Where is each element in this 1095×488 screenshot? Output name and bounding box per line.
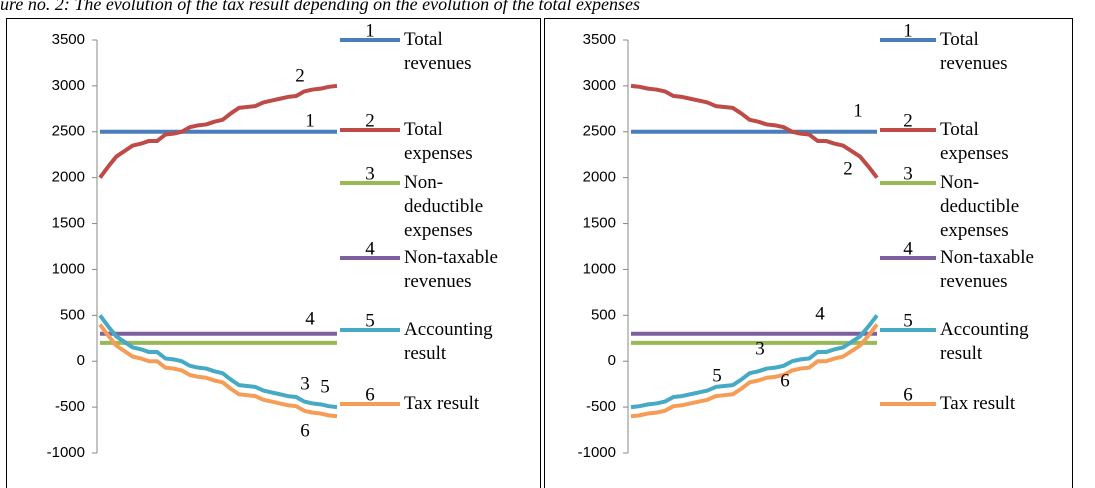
legend-number: 1 bbox=[903, 20, 913, 41]
y-tick-label: 3500 bbox=[52, 31, 85, 48]
y-tick-label: 1500 bbox=[52, 215, 85, 232]
line-number: 1 bbox=[853, 100, 863, 121]
right-panel bbox=[544, 18, 1073, 488]
y-tick-label: -1000 bbox=[47, 444, 85, 461]
y-tick-label: 1500 bbox=[583, 215, 616, 232]
line-number: 4 bbox=[815, 303, 825, 324]
y-tick-label: 0 bbox=[77, 352, 85, 369]
series-line bbox=[98, 314, 338, 410]
legend-number: 4 bbox=[365, 238, 375, 259]
line-number: 6 bbox=[300, 420, 310, 441]
line-number: 4 bbox=[305, 308, 315, 329]
y-tick-label: 3000 bbox=[52, 77, 85, 94]
line-number: 5 bbox=[320, 376, 330, 397]
series-line bbox=[98, 83, 338, 179]
legend-label: Accounting result bbox=[940, 319, 1029, 364]
legend-label: Accounting result bbox=[404, 319, 493, 364]
legend-label: Non-taxable revenues bbox=[940, 247, 1034, 292]
y-tick-label: 2000 bbox=[52, 169, 85, 186]
y-tick-label: 2500 bbox=[52, 123, 85, 140]
y-tick-label: 1000 bbox=[583, 260, 616, 277]
legend-label: Tax result bbox=[940, 393, 1016, 414]
legend-number: 6 bbox=[365, 384, 375, 405]
y-tick-label: 2000 bbox=[583, 169, 616, 186]
y-tick-label: 1000 bbox=[52, 260, 85, 277]
y-tick-label: 3000 bbox=[583, 77, 616, 94]
left-panel bbox=[6, 18, 541, 488]
legend-label: Non-deductible expenses bbox=[404, 172, 484, 241]
legend-label: Total revenues bbox=[940, 29, 1008, 74]
legend-label: Non-taxable revenues bbox=[404, 247, 498, 292]
y-tick-label: -1000 bbox=[578, 444, 616, 461]
line-number: 6 bbox=[780, 370, 790, 391]
legend-number: 3 bbox=[903, 163, 913, 184]
line-number: 5 bbox=[712, 365, 722, 386]
legend-number: 3 bbox=[365, 163, 375, 184]
legend-label: Total expenses bbox=[940, 119, 1009, 164]
legend-label: Total revenues bbox=[404, 29, 472, 74]
line-number: 2 bbox=[843, 158, 853, 179]
series-line bbox=[630, 314, 879, 410]
legend-number: 2 bbox=[365, 110, 375, 131]
y-tick-label: 3500 bbox=[583, 31, 616, 48]
legend-label: Total expenses bbox=[404, 119, 473, 164]
y-tick-label: -500 bbox=[55, 398, 85, 415]
series-line bbox=[630, 83, 879, 179]
line-number: 3 bbox=[755, 338, 765, 359]
y-tick-label: -500 bbox=[586, 398, 616, 415]
legend-number: 2 bbox=[903, 110, 913, 131]
series-line bbox=[630, 323, 879, 419]
y-tick-label: 0 bbox=[608, 352, 616, 369]
legend-label: Non-deductible expenses bbox=[940, 172, 1020, 241]
line-number: 2 bbox=[295, 65, 305, 86]
line-number: 3 bbox=[300, 373, 310, 394]
line-number: 1 bbox=[305, 110, 315, 131]
y-tick-label: 500 bbox=[591, 306, 616, 323]
legend-number: 1 bbox=[365, 20, 375, 41]
legend-number: 5 bbox=[365, 310, 375, 331]
series-line bbox=[98, 323, 338, 419]
legend-number: 6 bbox=[903, 384, 913, 405]
legend-number: 5 bbox=[903, 310, 913, 331]
figure-caption: ure no. 2: The evolution of the tax resu… bbox=[0, 0, 641, 14]
legend-label: Tax result bbox=[404, 393, 480, 414]
y-tick-label: 2500 bbox=[583, 123, 616, 140]
legend-number: 4 bbox=[903, 238, 913, 259]
y-tick-label: 500 bbox=[60, 306, 85, 323]
